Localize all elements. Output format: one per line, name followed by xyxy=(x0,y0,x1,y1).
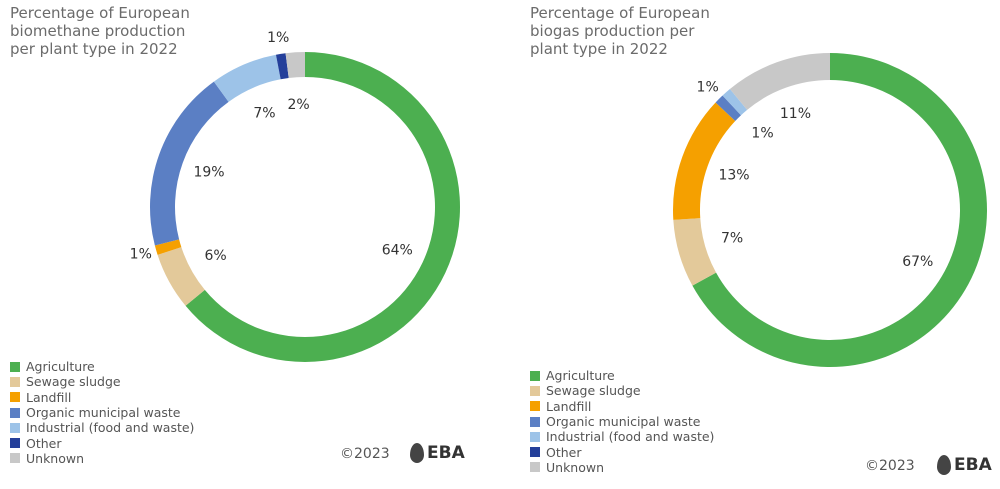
legend-label: Landfill xyxy=(26,389,72,405)
value-label: 13% xyxy=(718,167,749,183)
legend-item: Unknown xyxy=(10,451,194,466)
legend-item: Landfill xyxy=(530,399,714,414)
legend-label: Organic municipal waste xyxy=(546,414,701,430)
value-label: 1% xyxy=(697,80,719,96)
value-label: 2% xyxy=(287,97,309,113)
copyright: ©2023 xyxy=(340,446,390,462)
legend-swatch xyxy=(10,376,20,387)
legend-label: Industrial (food and waste) xyxy=(546,429,715,445)
value-label: 19% xyxy=(193,164,224,180)
value-label: 64% xyxy=(382,242,413,258)
logo-icon xyxy=(410,443,424,463)
copyright: ©2023 xyxy=(865,458,915,474)
legend-swatch xyxy=(10,392,20,403)
legend-swatch xyxy=(10,453,20,464)
donut-slice xyxy=(154,239,182,255)
legend-swatch xyxy=(530,416,540,427)
legend-label: Industrial (food and waste) xyxy=(26,420,195,436)
legend-label: Landfill xyxy=(546,398,592,414)
legend-label: Sewage sludge xyxy=(26,374,121,390)
legend-label: Agriculture xyxy=(26,359,95,375)
value-label: 7% xyxy=(721,230,743,246)
legend-swatch xyxy=(530,431,540,442)
donut-slice xyxy=(285,52,305,79)
donut-slice xyxy=(673,218,717,286)
donut-slice xyxy=(157,247,205,306)
value-label: 6% xyxy=(205,248,227,264)
donut-slice xyxy=(673,102,736,220)
value-label: 67% xyxy=(902,254,933,270)
legend-label: Unknown xyxy=(546,459,605,475)
donut-slice xyxy=(729,53,830,110)
legend-item: Sewage sludge xyxy=(530,383,714,398)
legend-label: Agriculture xyxy=(546,368,615,384)
value-label: 1% xyxy=(267,30,289,46)
legend-item: Industrial (food and waste) xyxy=(530,429,714,444)
legend-swatch xyxy=(530,462,540,473)
legend-item: Other xyxy=(10,435,194,451)
legend: Agriculture Sewage sludge Landfill Organic … xyxy=(530,368,714,475)
legend-label: Other xyxy=(546,444,582,460)
donut-slice xyxy=(150,81,229,246)
legend-label: Sewage sludge xyxy=(546,383,641,399)
legend-item: Other xyxy=(530,444,714,460)
legend-swatch xyxy=(10,438,20,449)
donut-slice xyxy=(213,54,281,102)
value-label: 7% xyxy=(253,105,275,121)
legend-item: Landfill xyxy=(10,390,194,405)
legend: Agriculture Sewage sludge Landfill Organic … xyxy=(10,359,194,466)
legend-item: Industrial (food and waste) xyxy=(10,420,194,435)
legend-swatch xyxy=(10,422,20,433)
chart-title: Percentage of European biogas production… xyxy=(530,4,710,58)
legend-swatch xyxy=(530,447,540,458)
chart-title: Percentage of European biomethane produc… xyxy=(10,4,190,58)
donut-slice xyxy=(275,53,289,80)
logo-icon xyxy=(937,455,951,475)
legend-item: Organic municipal waste xyxy=(530,414,714,429)
legend-swatch xyxy=(10,407,20,418)
legend-item: Organic municipal waste xyxy=(10,405,194,420)
donut-slice xyxy=(185,52,461,363)
logo-text: EBA xyxy=(427,443,465,463)
value-label: 1% xyxy=(130,247,152,263)
logo-text: EBA xyxy=(954,455,992,475)
donut-slice xyxy=(715,95,742,122)
legend-swatch xyxy=(530,370,540,381)
donut-slice xyxy=(722,89,748,116)
legend-item: Agriculture xyxy=(530,368,714,383)
logo: EBA xyxy=(937,455,992,475)
legend-label: Other xyxy=(26,435,62,451)
legend-item: Agriculture xyxy=(10,359,194,374)
legend-label: Unknown xyxy=(26,450,85,466)
legend-swatch xyxy=(530,401,540,412)
legend-item: Unknown xyxy=(530,460,714,475)
logo: EBA xyxy=(410,443,465,463)
legend-label: Organic municipal waste xyxy=(26,405,181,421)
legend-swatch xyxy=(10,361,20,372)
legend-item: Sewage sludge xyxy=(10,374,194,389)
legend-swatch xyxy=(530,385,540,396)
value-label: 1% xyxy=(751,125,773,141)
value-label: 11% xyxy=(780,106,811,122)
